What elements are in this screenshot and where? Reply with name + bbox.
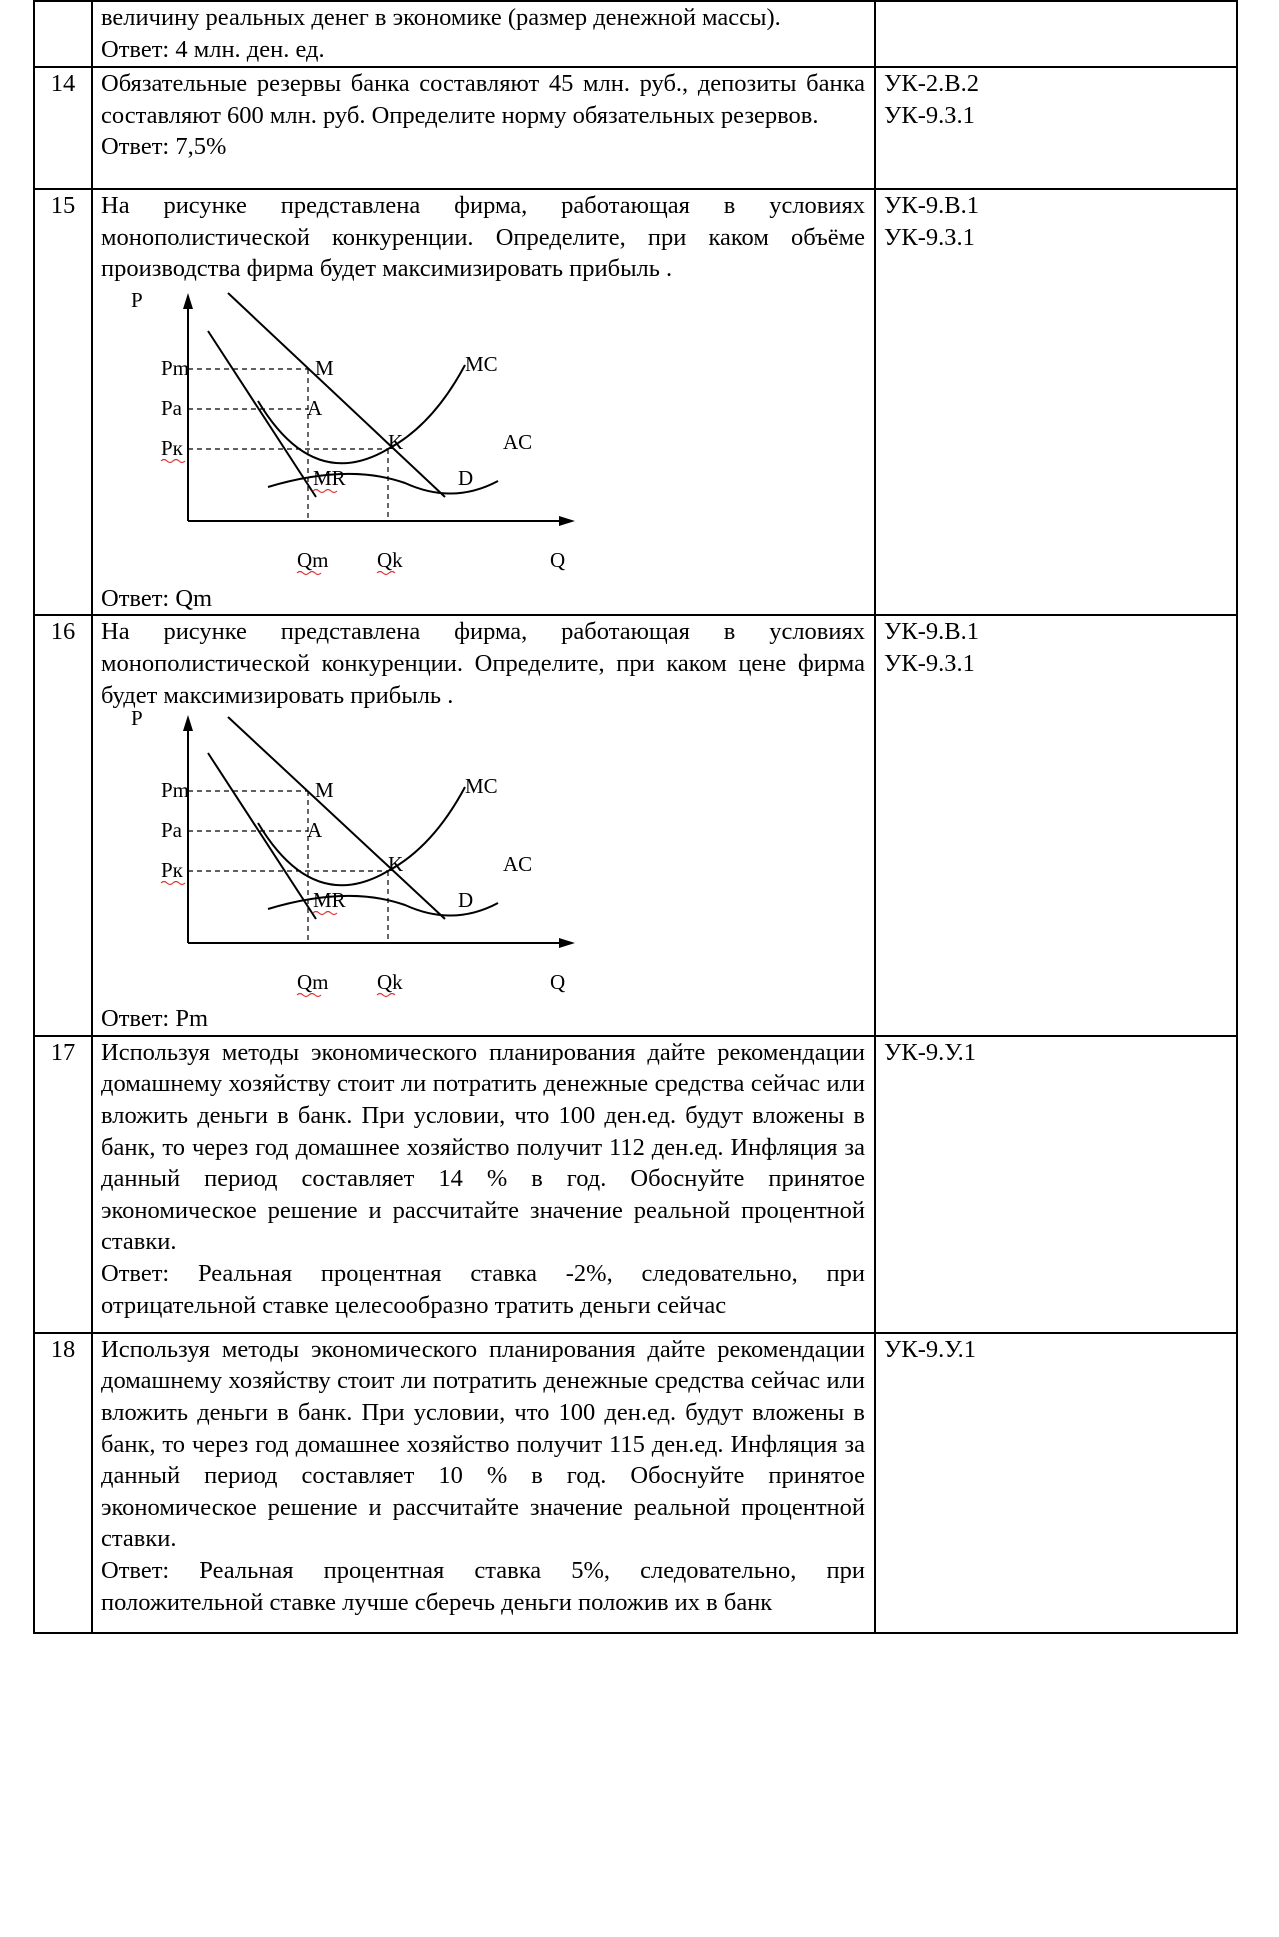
row-number: 14	[33, 66, 93, 190]
competence-code: УК-9.У.1	[884, 1335, 976, 1363]
question-cell: Обязательные резервы банка составляют 45…	[91, 66, 876, 190]
point-k-label: K	[388, 852, 403, 876]
pm-label: Pm	[161, 778, 189, 802]
row-number: 15	[33, 187, 93, 617]
mc-label: MC	[465, 774, 498, 798]
row-number: 18	[33, 1331, 93, 1634]
answer-text: Ответ: 4 млн. ден. ед.	[101, 35, 325, 63]
row-number: 17	[33, 1034, 93, 1334]
question-cell: Используя методы экономического планиров…	[91, 1034, 876, 1334]
table-row: 14 Обязательные резервы банка составляют…	[33, 66, 1238, 190]
competence-code: УК-9.В.1	[884, 618, 979, 646]
pk-label: Pк	[161, 436, 184, 460]
mr-label: MR	[313, 466, 346, 490]
questions-table: величину реальных денег в экономике (раз…	[33, 0, 1238, 1634]
competence-code: УК-9.З.1	[884, 101, 975, 129]
question-cell: величину реальных денег в экономике (раз…	[91, 0, 876, 68]
qk-label: Qk	[377, 548, 403, 572]
question-cell: На рисунке представлена фирма, работающа…	[91, 187, 876, 617]
competence-cell: УК-9.У.1	[874, 1331, 1238, 1634]
question-text: Обязательные резервы банка составляют 45…	[101, 70, 865, 129]
p-axis-label: P	[131, 711, 143, 730]
monopolistic-competition-graph: P Q Pm Pa Pк M A K MC AC MR D Qm Qk	[131, 711, 575, 998]
qk-label: Qk	[377, 970, 403, 994]
d-label: D	[458, 466, 473, 490]
row-number: 16	[33, 614, 93, 1037]
qm-label: Qm	[297, 548, 329, 572]
question-text-line: величину реальных денег в экономике (раз…	[101, 4, 781, 31]
competence-code: УК-9.У.1	[884, 1038, 976, 1066]
question-text: На рисунке представлена фирма, работающа…	[101, 192, 865, 283]
monopolistic-competition-graph: P Q Pm Pa Pк M A K MC AC MR D Qm Qk	[131, 288, 575, 575]
pa-label: Pa	[161, 396, 183, 420]
question-text: Используя методы экономического планиров…	[101, 1335, 865, 1553]
answer-text: Ответ: 7,5%	[101, 133, 227, 161]
point-m-label: M	[315, 356, 334, 380]
mr-label: MR	[313, 888, 346, 912]
mc-label: MC	[465, 352, 498, 376]
competence-cell: УК-9.У.1	[874, 1034, 1238, 1334]
answer-text: Ответ: Pm	[101, 1005, 209, 1033]
answer-text: Ответ: Реальная процентная ставка 5%, сл…	[101, 1556, 865, 1616]
question-cell: Используя методы экономического планиров…	[91, 1331, 876, 1634]
table-row: 17 Используя методы экономического плани…	[33, 1034, 1238, 1334]
q-axis-label: Q	[550, 548, 565, 572]
pm-label: Pm	[161, 356, 189, 380]
answer-text: Ответ: Реальная процентная ставка -2%, с…	[101, 1259, 865, 1319]
table-row: 18 Используя методы экономического плани…	[33, 1331, 1238, 1634]
competence-cell: УК-2.В.2 УК-9.З.1	[874, 66, 1238, 190]
competence-cell: УК-9.В.1 УК-9.З.1	[874, 187, 1238, 617]
answer-text: Ответ: Qm	[101, 584, 213, 612]
table-row: величину реальных денег в экономике (раз…	[33, 0, 1238, 68]
ac-label: AC	[503, 430, 532, 454]
question-text: Используя методы экономического планиров…	[101, 1038, 865, 1256]
p-axis-label: P	[131, 288, 143, 312]
point-m-label: M	[315, 778, 334, 802]
question-cell: На рисунке представлена фирма, работающа…	[91, 614, 876, 1037]
pa-label: Pa	[161, 818, 183, 842]
d-label: D	[458, 888, 473, 912]
competence-code: УК-9.З.1	[884, 649, 975, 677]
qm-label: Qm	[297, 970, 329, 994]
competence-cell	[874, 0, 1238, 68]
q-axis-label: Q	[550, 970, 565, 994]
point-a-label: A	[307, 818, 323, 842]
point-k-label: K	[388, 430, 403, 454]
row-number	[33, 0, 93, 68]
competence-code: УК-9.В.1	[884, 192, 979, 219]
table-row: 16 На рисунке представлена фирма, работа…	[33, 614, 1238, 1037]
ac-label: AC	[503, 852, 532, 876]
competence-cell: УК-9.В.1 УК-9.З.1	[874, 614, 1238, 1037]
pk-label: Pк	[161, 858, 184, 882]
competence-code: УК-9.З.1	[884, 223, 975, 251]
competence-code: УК-2.В.2	[884, 70, 979, 97]
question-text: На рисунке представлена фирма, работающа…	[101, 618, 865, 709]
point-a-label: A	[307, 396, 323, 420]
table-row: 15 На рисунке представлена фирма, работа…	[33, 187, 1238, 617]
